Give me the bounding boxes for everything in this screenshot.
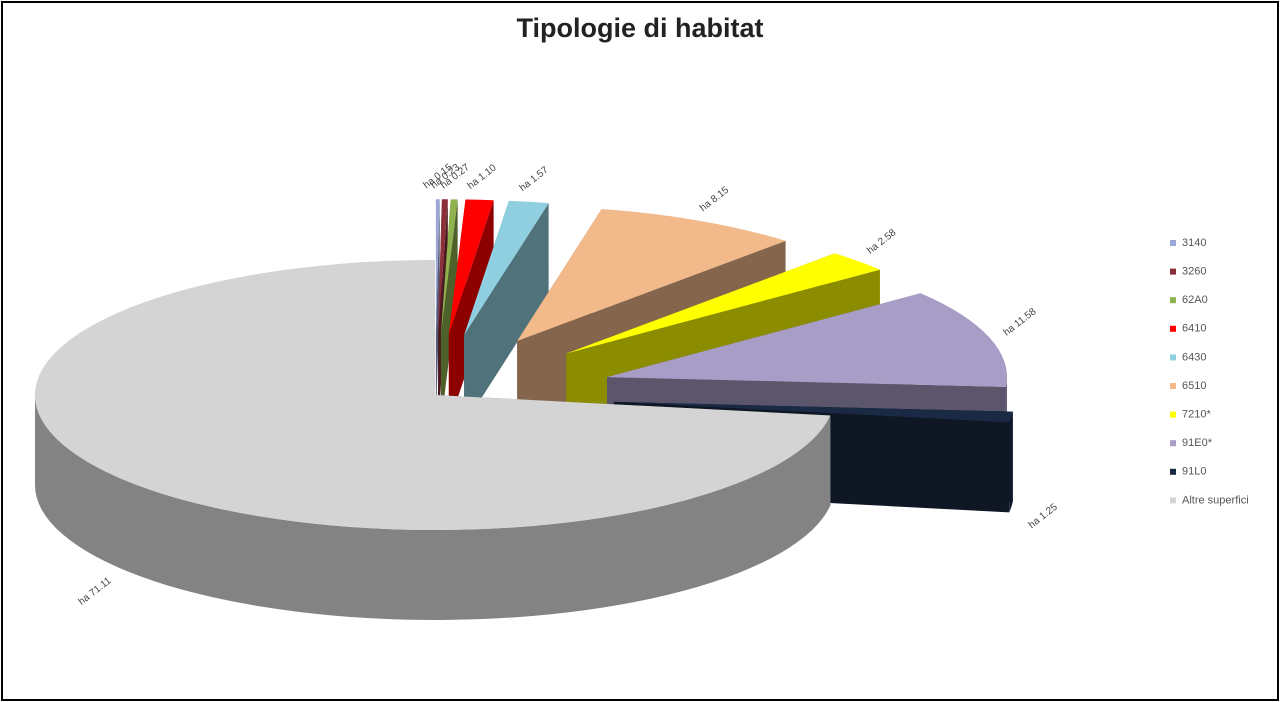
legend-label: 91E0*	[1182, 437, 1213, 449]
data-label: ha 11.58	[1002, 306, 1039, 338]
legend-swatch	[1170, 497, 1176, 504]
legend-label: 6510	[1182, 380, 1206, 392]
chart-title: Tipologie di habitat	[517, 13, 764, 43]
slice-wall	[464, 203, 549, 426]
slice-wall	[440, 199, 458, 425]
legend-label: 62A0	[1182, 294, 1208, 306]
data-label: ha 71.11	[77, 575, 114, 607]
data-label: ha 2.58	[865, 227, 898, 256]
slice-top	[435, 199, 440, 335]
legend-swatch	[1170, 325, 1176, 332]
legend-swatch	[1170, 268, 1176, 275]
data-label: ha 1.10	[466, 162, 499, 191]
slice-top	[440, 199, 458, 335]
data-label: ha 1.25	[1027, 501, 1060, 530]
legend-swatch	[1170, 468, 1176, 475]
legend-label: 3260	[1182, 266, 1206, 278]
data-label: ha 1.57	[518, 164, 551, 193]
slice-wall	[435, 199, 440, 425]
legend-swatch	[1170, 354, 1176, 361]
legend-swatch	[1170, 383, 1176, 389]
slice	[435, 199, 440, 425]
legend-label: 3140	[1182, 237, 1206, 249]
slice-top	[613, 401, 1013, 423]
slice-top	[464, 200, 549, 336]
slice-top	[438, 199, 448, 335]
slice-side	[35, 395, 831, 620]
slice	[34, 260, 831, 620]
slice-top	[34, 260, 831, 530]
data-label: ha 8.15	[698, 184, 731, 213]
slice-top	[448, 199, 494, 335]
slice-wall	[448, 200, 494, 425]
legend-swatch	[1170, 440, 1176, 447]
slice-top	[607, 293, 1008, 387]
legend-swatch	[1170, 297, 1176, 304]
slice-top	[517, 208, 786, 341]
legend-swatch	[1170, 411, 1176, 418]
legend-label: Altre superfici	[1182, 494, 1249, 506]
legend-label: 6410	[1182, 323, 1206, 335]
slice	[464, 200, 549, 426]
legend-label: 6430	[1182, 351, 1206, 363]
slice	[440, 199, 458, 425]
legend-label: 91L0	[1182, 466, 1206, 478]
slice-top	[566, 253, 880, 354]
legend-swatch	[1170, 240, 1176, 246]
legend-label: 7210*	[1182, 409, 1211, 421]
slice-side	[1009, 411, 1013, 513]
slice	[448, 199, 494, 425]
